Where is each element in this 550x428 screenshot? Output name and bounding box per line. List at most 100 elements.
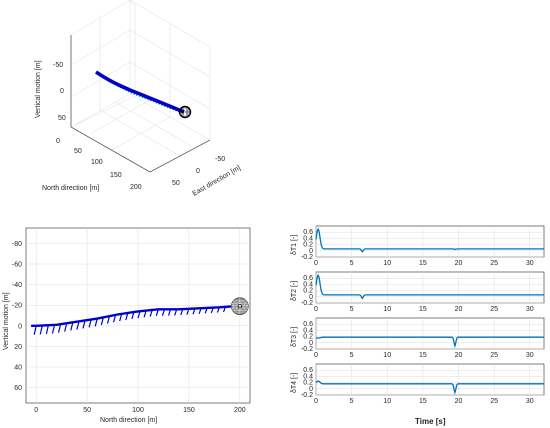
x-tick-label: 25: [490, 306, 498, 313]
x-tick-label: 15: [419, 398, 427, 405]
x-tick-label: 20: [455, 260, 463, 267]
x-tick-label: 10: [383, 306, 391, 313]
delta-line: [315, 273, 544, 300]
y-tick-label: -40: [12, 282, 22, 289]
plot-area: [315, 317, 545, 350]
y-axis-label: δT2 [-]: [291, 281, 298, 301]
x-tick-label: 200: [130, 184, 142, 191]
plot-area: [315, 363, 545, 396]
x-tick-label: 0: [314, 352, 318, 359]
y-tick-label: 0.2: [303, 334, 313, 341]
x-tick-label: 150: [183, 407, 195, 414]
z-tick-label: 50: [58, 115, 66, 122]
z-tick-label: 0: [60, 88, 64, 95]
cable-segment: [33, 325, 37, 335]
y-tick-label: 0.6: [303, 229, 313, 236]
y-axis-label: Vertical motion [m]: [3, 292, 10, 350]
y-tick-label: 0.2: [303, 380, 313, 387]
y-tick-label: 20: [14, 344, 22, 351]
cable-segment: [88, 319, 92, 328]
x-tick-label: 150: [110, 172, 122, 179]
y-tick-label: 0: [18, 323, 22, 330]
cable-segment: [94, 318, 98, 327]
y-axis-line: [149, 139, 211, 173]
cable-segment: [57, 324, 62, 333]
cable-segment: [64, 323, 68, 332]
x-tick-label: 0: [314, 306, 318, 313]
x-tick-label: 30: [526, 260, 534, 267]
cable-segment: [51, 324, 56, 334]
y-tick-label: -20: [12, 303, 22, 310]
y-tick-label: -0.2: [301, 254, 313, 261]
x-tick-label: 50: [83, 407, 91, 414]
y-tick-label: 40: [14, 364, 22, 371]
x-tick-label: 15: [419, 260, 427, 267]
y-tick-label: 0: [309, 248, 313, 255]
x-tick-label: 15: [419, 306, 427, 313]
trajectory-line: [31, 305, 235, 327]
x-tick-label: 5: [350, 398, 354, 405]
delta-line: [315, 380, 544, 395]
cable-segment: [82, 320, 86, 329]
y-tick-label: 0.6: [303, 275, 313, 282]
y-tick-label: 0: [309, 340, 313, 347]
y-axis-label: δT1 [-]: [291, 235, 298, 255]
y-axis-label: δT4 [-]: [291, 373, 298, 393]
x-tick-label: 0: [34, 407, 38, 414]
cable-segment: [76, 321, 80, 330]
x-tick-label: 5: [350, 352, 354, 359]
y-tick-label: 0.4: [303, 373, 313, 380]
z-axis-label: Vertical motion [m]: [35, 60, 42, 118]
x-tick-label: 50: [74, 148, 82, 155]
y-tick-label: 0: [309, 294, 313, 301]
plot-area: [315, 225, 545, 258]
y-tick-label: 0.6: [303, 367, 313, 374]
x-tick-label: 25: [490, 398, 498, 405]
x-tick-label: 25: [490, 352, 498, 359]
cable-segment: [70, 322, 74, 331]
x-tick-label: 30: [526, 398, 534, 405]
delta-line: [315, 336, 544, 349]
y-tick-label: -50: [215, 156, 225, 163]
x-tick-label: 30: [526, 306, 534, 313]
y-tick-label: -80: [12, 241, 22, 248]
delta-line: [315, 227, 544, 253]
x-tick-label: 15: [419, 352, 427, 359]
y-tick-label: 50: [172, 180, 180, 187]
x-tick-label: 200: [234, 407, 246, 414]
x-tick-label: 10: [383, 352, 391, 359]
x-tick-label: 5: [350, 260, 354, 267]
y-tick-label: 0.4: [303, 327, 313, 334]
y-tick-label: 0.4: [303, 281, 313, 288]
x-tick-label: 0: [314, 260, 318, 267]
cable-segment: [39, 325, 43, 335]
x-tick-label: 20: [455, 306, 463, 313]
sphere-side: [231, 297, 249, 316]
plot-area: [315, 271, 545, 304]
x-tick-label: 5: [350, 306, 354, 313]
y-tick-label: 0.4: [303, 235, 313, 242]
cable-segment: [45, 325, 49, 335]
x-tick-label: 100: [91, 159, 103, 166]
y-tick-label: 60: [14, 385, 22, 392]
x-tick-label: 100: [132, 407, 144, 414]
y-tick-label: -60: [12, 262, 22, 269]
x-axis-label: North direction [m]: [42, 185, 99, 192]
y-tick-label: 0.2: [303, 242, 313, 249]
chart-3d: -50 0 50 0 50 100 150 200 -50 0 50 Verti…: [35, 0, 242, 198]
x-tick-label: 0: [314, 398, 318, 405]
x-axis-label: Time [s]: [415, 417, 446, 426]
trajectory-3d: [95, 70, 185, 114]
x-axis-line: [70, 126, 151, 173]
x-tick-label: 10: [383, 398, 391, 405]
x-tick-label: 30: [526, 352, 534, 359]
y-tick-label: 0: [196, 168, 200, 175]
z-tick-label: -50: [53, 62, 63, 69]
y-tick-label: -0.2: [301, 300, 313, 307]
x-tick-label: 20: [455, 352, 463, 359]
